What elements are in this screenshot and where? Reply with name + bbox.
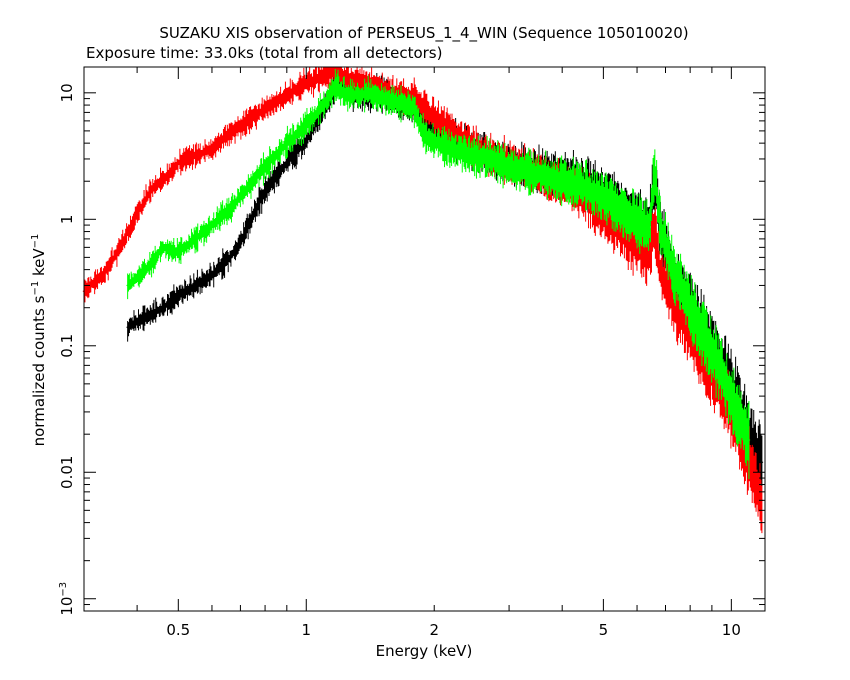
series-1-point	[211, 148, 213, 150]
series-2-point	[602, 196, 605, 198]
series-1-point	[100, 276, 103, 278]
series-2-point	[488, 158, 491, 160]
series-0-point	[177, 294, 180, 297]
series-2-point	[413, 107, 416, 110]
series-2-point	[367, 93, 370, 95]
series-1-point	[264, 107, 266, 110]
series-1-point	[136, 213, 138, 215]
series-2-point	[536, 172, 539, 175]
x-axis-label: Energy (keV)	[376, 642, 473, 660]
series-2-point	[392, 100, 394, 103]
y-axis: 10 1 0.1 0.01 10−3	[58, 83, 765, 616]
series-2-point	[659, 224, 661, 226]
series-2-point	[195, 238, 197, 240]
series-0-point	[239, 242, 242, 244]
y-tick-label: 10−3	[58, 582, 76, 616]
series-1-point	[433, 115, 436, 118]
plot-area	[82, 67, 764, 534]
series-1-point	[305, 82, 308, 84]
series-1-point	[149, 189, 152, 191]
y-axis-label-exp2: −1	[30, 234, 41, 249]
x-tick-label: 5	[599, 621, 609, 639]
series-1-point	[228, 132, 231, 134]
x-tick-label: 1	[301, 621, 311, 639]
series-2-point	[244, 189, 247, 191]
series-2-point	[305, 124, 308, 127]
series-2-point	[334, 84, 337, 86]
x-tick-label: 2	[429, 621, 439, 639]
series-2-point	[211, 224, 213, 226]
series-1-point	[166, 175, 168, 177]
y-axis-label-exp1: −1	[30, 281, 41, 296]
series-2-point	[286, 142, 288, 144]
x-tick-label: 0.5	[166, 621, 190, 639]
series-2-point	[648, 230, 650, 233]
series-0-point	[195, 284, 197, 287]
series-0-point	[761, 461, 763, 464]
series-1-point	[244, 121, 247, 123]
chart-title: SUZAKU XIS observation of PERSEUS_1_4_WI…	[159, 24, 688, 43]
series-0-point	[252, 213, 254, 215]
y-tick-label: 10	[58, 83, 76, 102]
series-2-point	[423, 135, 426, 138]
series-1-point	[669, 294, 672, 297]
series-1-point	[346, 77, 349, 80]
series-0-point	[145, 315, 147, 318]
series-2-point	[748, 439, 750, 441]
chart-subtitle: Exposure time: 33.0ks (total from all de…	[86, 44, 442, 62]
series-2-point	[145, 268, 147, 271]
series-0-point	[228, 256, 231, 259]
series-2-point	[669, 262, 672, 264]
series-1-point	[116, 251, 119, 253]
series-0-point	[305, 139, 308, 142]
series-1-point	[323, 75, 325, 78]
x-tick-label: 10	[722, 621, 741, 639]
series-2-point	[620, 208, 622, 211]
series-2-errorbars	[126, 68, 751, 479]
series-1-point	[195, 154, 197, 157]
series-2	[126, 68, 751, 479]
series-2-point	[162, 246, 164, 249]
series-2-point	[730, 395, 733, 397]
series-2-point	[442, 145, 445, 147]
series-2-point	[653, 170, 656, 173]
series-2-point	[346, 94, 349, 97]
series-0-point	[286, 161, 288, 164]
plot-frame	[83, 66, 766, 612]
series-2-point	[636, 218, 638, 221]
y-tick-label: 0.1	[58, 334, 76, 358]
series-2-point	[228, 208, 231, 211]
y-tick-label: 0.01	[58, 456, 76, 489]
y-axis-label-main: normalized counts s	[30, 295, 48, 446]
series-2-point	[711, 350, 713, 353]
series-2-point	[467, 152, 469, 155]
series-0-point	[162, 306, 164, 309]
series-2-point	[126, 284, 129, 287]
y-tick-label: 1	[58, 215, 76, 225]
series-0-point	[211, 274, 213, 277]
series-1-point	[286, 94, 288, 97]
series-0-point	[126, 326, 129, 329]
series-2-point	[689, 306, 691, 309]
series-2-point	[508, 166, 510, 168]
series-1-point	[360, 82, 363, 84]
series-1-point	[659, 271, 661, 274]
y-axis-label-mid: keV	[30, 248, 48, 281]
series-1-point	[648, 256, 650, 259]
y-axis-label: normalized counts s−1 keV−1	[30, 234, 48, 447]
series-2-point	[264, 166, 266, 168]
x-axis: 0.5 1 2 5 10	[83, 67, 741, 639]
series-1-point	[177, 161, 180, 164]
series-0-point	[264, 189, 266, 191]
series-2-point	[177, 251, 180, 253]
series-1-point	[653, 224, 656, 226]
series-2-point	[323, 104, 325, 106]
series-2-point	[561, 180, 563, 183]
series-2-point	[583, 186, 585, 188]
